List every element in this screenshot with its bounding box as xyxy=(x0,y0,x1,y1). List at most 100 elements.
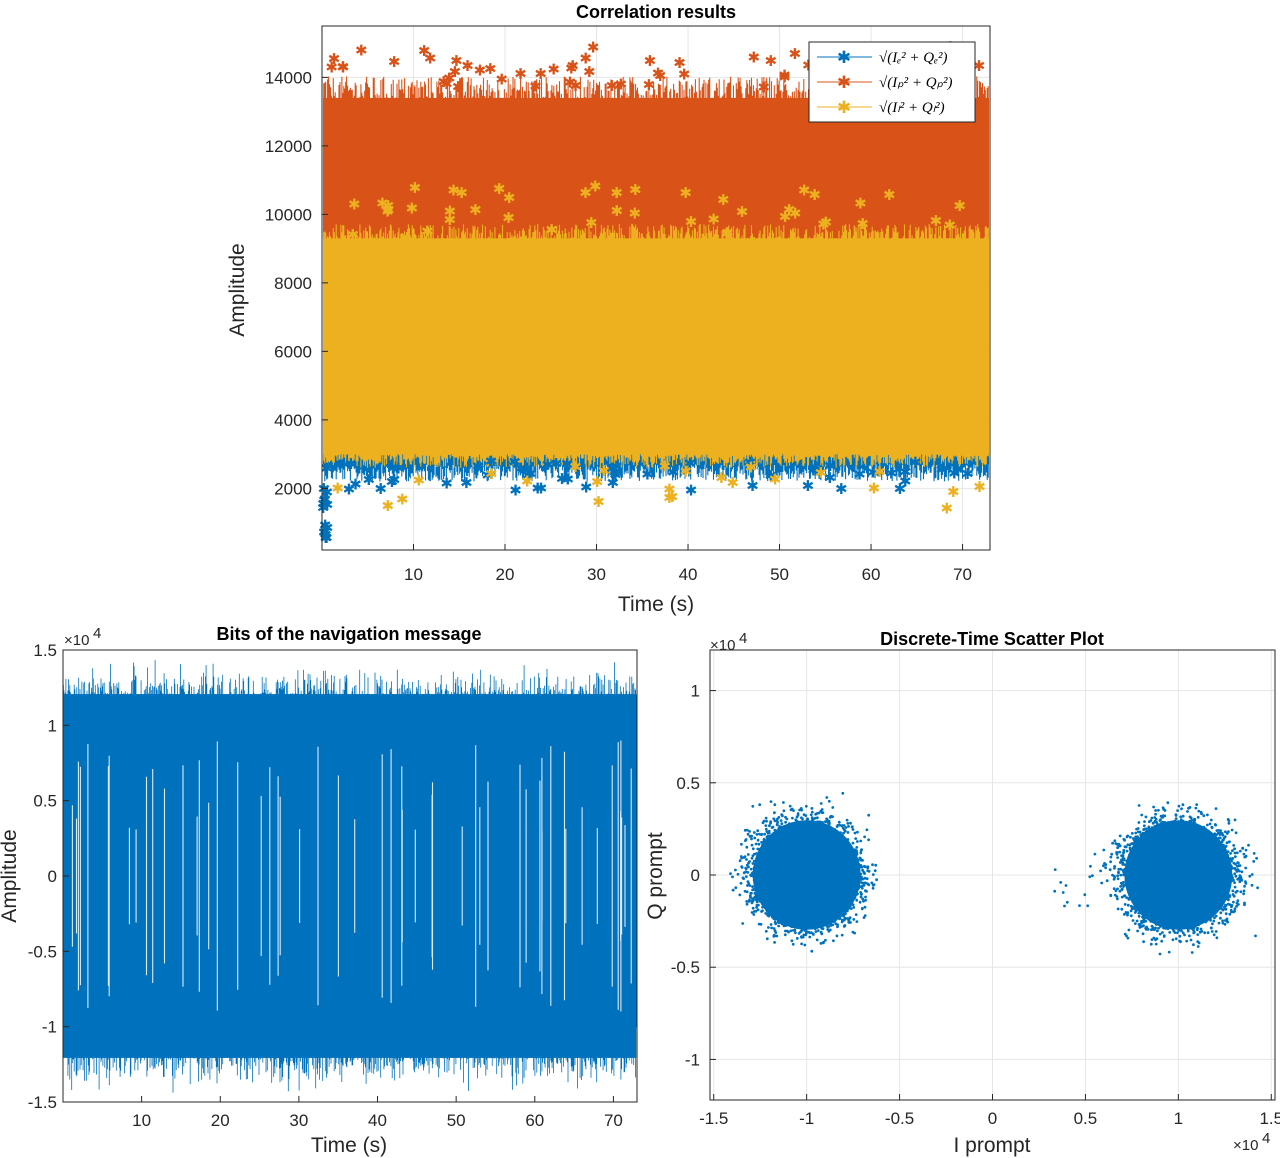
outlier-marker-e: ✱ xyxy=(744,454,757,471)
scatter-point xyxy=(1122,851,1125,855)
scatter-point xyxy=(1110,852,1114,856)
navigation-xlabel: Time (s) xyxy=(311,1134,387,1157)
scatter-point xyxy=(818,920,821,924)
outlier-marker-p: ✱ xyxy=(615,77,628,94)
scatter-point xyxy=(1154,809,1157,812)
scatter-point xyxy=(1169,826,1173,830)
scatter-point xyxy=(1227,830,1230,834)
scatter-point xyxy=(1203,832,1207,836)
scatter-point xyxy=(863,914,867,917)
scatter-point xyxy=(1145,925,1148,929)
scatter-point xyxy=(1232,878,1235,882)
scatter-point xyxy=(859,851,863,855)
y-tick-label: 0.5 xyxy=(676,774,700,793)
scatter-point xyxy=(1212,933,1216,937)
scatter-point xyxy=(755,877,759,881)
outlier-marker-p: ✱ xyxy=(328,51,341,68)
outlier-marker-p: ✱ xyxy=(337,60,350,77)
scatter-point xyxy=(829,826,833,830)
scatter-point xyxy=(1203,914,1206,917)
scatter-point xyxy=(1156,914,1159,918)
outlier-marker-e: ✱ xyxy=(345,456,358,473)
outlier-marker-l: ✱ xyxy=(783,202,796,219)
scatter-point xyxy=(839,842,843,846)
scatter-point xyxy=(738,859,742,863)
scatter-point xyxy=(1127,889,1131,892)
scatter-point xyxy=(843,828,846,832)
scatter-point xyxy=(1209,926,1213,930)
scatter-point xyxy=(849,886,853,890)
scatter-point xyxy=(778,831,782,835)
scatter-ylabel: Q prompt xyxy=(644,832,667,920)
x-tick-label: 0 xyxy=(988,1109,997,1128)
scatter-point xyxy=(767,831,771,835)
scatter-point xyxy=(1135,845,1139,849)
scatter-point xyxy=(1162,823,1166,826)
scatter-point xyxy=(767,912,771,915)
outlier-marker-l: ✱ xyxy=(973,479,986,496)
scatter-point xyxy=(1225,897,1229,901)
scatter-point xyxy=(764,898,768,902)
outlier-marker-p: ✱ xyxy=(443,70,456,87)
scatter-point xyxy=(828,928,832,932)
outlier-marker-e: ✱ xyxy=(556,471,569,488)
scatter-point xyxy=(1144,831,1147,835)
scatter-point xyxy=(764,824,768,827)
scatter-point xyxy=(765,835,769,839)
scatter-point xyxy=(1242,889,1246,893)
scatter-point xyxy=(810,807,814,810)
scatter-point xyxy=(804,804,808,808)
scatter-point xyxy=(858,877,862,880)
scatter-point xyxy=(1180,807,1183,811)
scatter-point xyxy=(760,893,763,896)
scatter-point xyxy=(1113,866,1116,870)
scatter-point xyxy=(851,868,855,871)
scatter-point xyxy=(808,935,812,939)
scatter-point xyxy=(1091,874,1094,878)
scatter-point xyxy=(836,925,839,929)
scatter-point xyxy=(750,837,753,841)
outlier-marker-l: ✱ xyxy=(814,465,827,482)
scatter-point xyxy=(1227,868,1230,872)
outlier-marker-l: ✱ xyxy=(685,214,698,231)
outlier-marker-l: ✱ xyxy=(382,198,395,215)
scatter-point xyxy=(1137,838,1141,841)
outlier-marker-l: ✱ xyxy=(808,187,821,204)
scatter-point xyxy=(1250,873,1254,876)
scatter-point xyxy=(1170,822,1173,825)
scatter-point xyxy=(1139,843,1142,846)
scatter-point xyxy=(774,931,778,934)
scatter-point xyxy=(859,872,863,876)
scatter-point xyxy=(773,811,776,815)
scatter-point xyxy=(1186,810,1189,813)
scatter-point xyxy=(1136,898,1140,901)
scatter-point xyxy=(1202,814,1206,818)
scatter-point xyxy=(1186,929,1190,933)
outlier-marker-l: ✱ xyxy=(666,489,679,506)
scatter-point xyxy=(859,895,863,899)
scatter-point xyxy=(1142,920,1146,924)
scatter-point xyxy=(800,808,803,812)
scatter-point xyxy=(1183,933,1186,937)
scatter-point xyxy=(844,907,848,911)
scatter-point xyxy=(814,930,818,933)
scatter-point xyxy=(840,909,844,913)
outlier-marker-l: ✱ xyxy=(856,216,869,233)
scatter-x-exponent-base: ×10 xyxy=(1233,1137,1258,1154)
outlier-marker-l: ✱ xyxy=(680,463,693,480)
scatter-point xyxy=(861,897,865,901)
scatter-point xyxy=(1219,829,1222,833)
scatter-point xyxy=(797,823,800,827)
scatter-point xyxy=(1215,841,1219,845)
scatter-point xyxy=(1147,826,1151,830)
scatter-point xyxy=(858,900,862,904)
scatter-point xyxy=(1116,877,1120,881)
outlier-marker-e: ✱ xyxy=(867,464,880,481)
scatter-point xyxy=(1196,933,1200,936)
scatter-point xyxy=(860,865,864,869)
scatter-point xyxy=(1217,906,1221,910)
scatter-point xyxy=(752,859,756,863)
scatter-point xyxy=(1226,850,1230,854)
scatter-point xyxy=(1226,854,1230,857)
